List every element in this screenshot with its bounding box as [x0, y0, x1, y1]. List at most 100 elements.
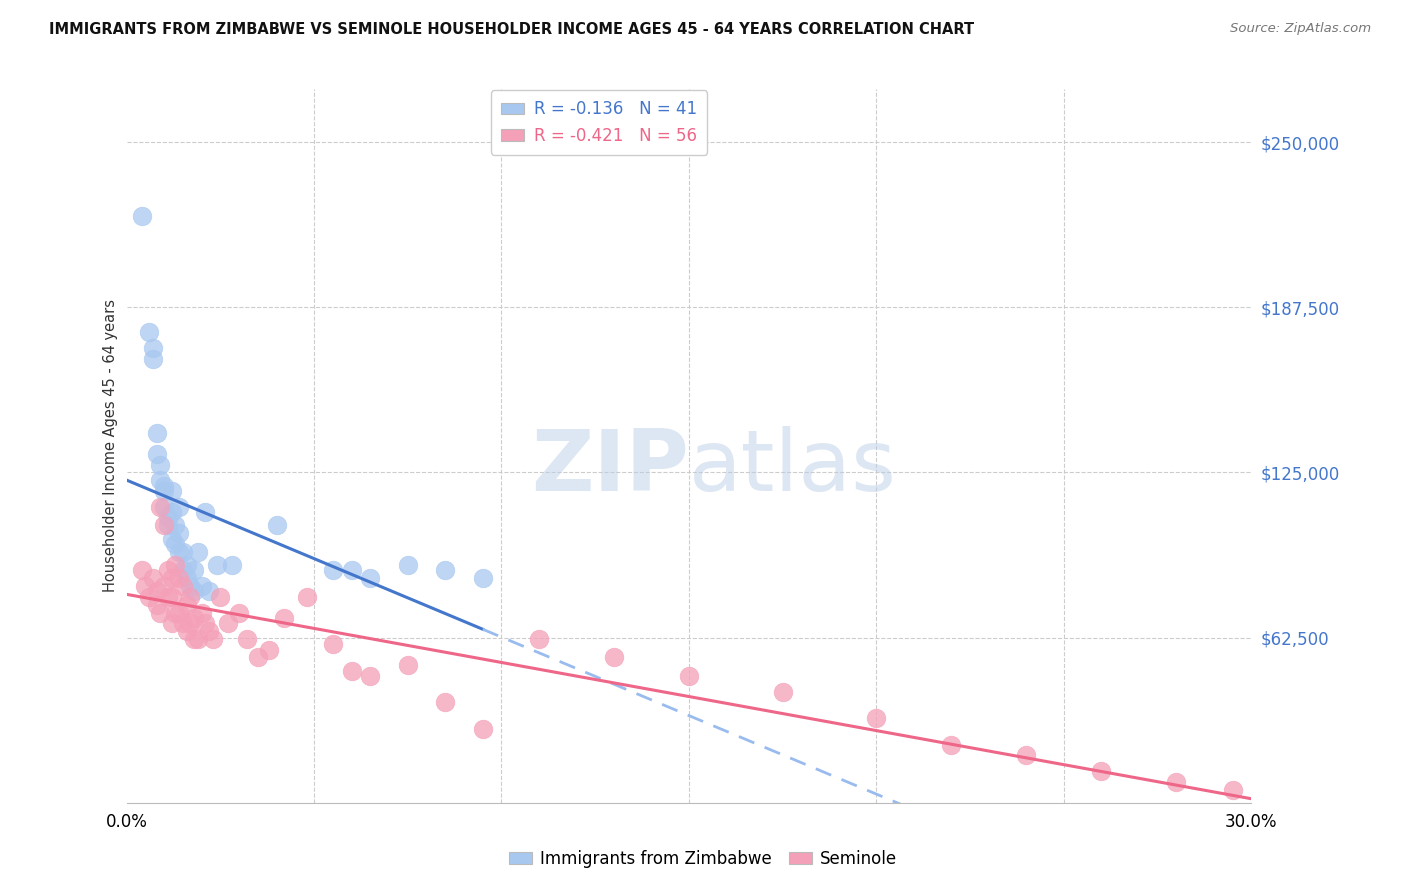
Point: [187, 632, 209, 646]
Point: [340, 664, 363, 678]
Point: [172, 563, 194, 577]
Point: [179, 590, 201, 604]
Point: [165, 606, 187, 620]
Point: [176, 598, 198, 612]
Point: [149, 606, 172, 620]
Point: [153, 478, 176, 492]
Legend: Immigrants from Zimbabwe, Seminole: Immigrants from Zimbabwe, Seminole: [502, 844, 904, 875]
Point: [209, 590, 232, 604]
Point: [217, 616, 239, 631]
Point: [167, 545, 190, 559]
Point: [142, 571, 165, 585]
Point: [156, 518, 179, 533]
Point: [434, 563, 457, 577]
Point: [176, 624, 198, 638]
Point: [198, 624, 221, 638]
Point: [149, 458, 172, 472]
Point: [160, 505, 183, 519]
Point: [165, 518, 187, 533]
Point: [138, 326, 160, 340]
Point: [257, 642, 280, 657]
Point: [131, 563, 153, 577]
Point: [201, 632, 224, 646]
Point: [167, 500, 190, 514]
Point: [183, 563, 205, 577]
Point: [527, 632, 550, 646]
Point: [359, 571, 381, 585]
Point: [172, 616, 194, 631]
Point: [1015, 748, 1038, 763]
Point: [167, 606, 190, 620]
Point: [179, 579, 201, 593]
Point: [160, 616, 183, 631]
Point: [941, 738, 963, 752]
Point: [167, 571, 190, 585]
Point: [266, 518, 288, 533]
Point: [190, 579, 212, 593]
Point: [235, 632, 257, 646]
Point: [145, 584, 167, 599]
Point: [359, 669, 381, 683]
Point: [149, 500, 172, 514]
Point: [134, 579, 156, 593]
Point: [176, 558, 198, 572]
Point: [153, 483, 176, 498]
Point: [167, 526, 190, 541]
Point: [1222, 782, 1244, 797]
Point: [471, 571, 494, 585]
Point: [156, 510, 179, 524]
Point: [145, 447, 167, 461]
Point: [165, 558, 187, 572]
Point: [142, 341, 165, 355]
Point: [160, 483, 183, 498]
Legend: R = -0.136   N = 41, R = -0.421   N = 56: R = -0.136 N = 41, R = -0.421 N = 56: [491, 90, 707, 154]
Point: [194, 616, 217, 631]
Point: [176, 571, 198, 585]
Point: [434, 695, 457, 709]
Point: [160, 590, 183, 604]
Point: [340, 563, 363, 577]
Text: atlas: atlas: [689, 425, 897, 509]
Point: [138, 590, 160, 604]
Point: [772, 685, 794, 699]
Point: [153, 579, 176, 593]
Point: [145, 425, 167, 440]
Point: [149, 474, 172, 488]
Point: [396, 558, 419, 572]
Point: [295, 590, 318, 604]
Point: [198, 584, 221, 599]
Point: [221, 558, 243, 572]
Point: [396, 658, 419, 673]
Point: [205, 558, 228, 572]
Point: [1166, 774, 1188, 789]
Point: [1090, 764, 1112, 778]
Point: [153, 518, 176, 533]
Text: Source: ZipAtlas.com: Source: ZipAtlas.com: [1230, 22, 1371, 36]
Point: [160, 571, 183, 585]
Point: [322, 563, 344, 577]
Y-axis label: Householder Income Ages 45 - 64 years: Householder Income Ages 45 - 64 years: [103, 300, 118, 592]
Point: [156, 590, 179, 604]
Point: [603, 650, 626, 665]
Point: [160, 532, 183, 546]
Point: [142, 351, 165, 366]
Point: [172, 545, 194, 559]
Point: [187, 545, 209, 559]
Point: [190, 606, 212, 620]
Text: IMMIGRANTS FROM ZIMBABWE VS SEMINOLE HOUSEHOLDER INCOME AGES 45 - 64 YEARS CORRE: IMMIGRANTS FROM ZIMBABWE VS SEMINOLE HOU…: [49, 22, 974, 37]
Text: ZIP: ZIP: [531, 425, 689, 509]
Point: [865, 711, 887, 725]
Point: [246, 650, 269, 665]
Point: [165, 537, 187, 551]
Point: [678, 669, 700, 683]
Point: [179, 616, 201, 631]
Point: [153, 500, 176, 514]
Point: [183, 611, 205, 625]
Point: [228, 606, 250, 620]
Point: [194, 505, 217, 519]
Point: [322, 637, 344, 651]
Point: [145, 598, 167, 612]
Point: [131, 209, 153, 223]
Point: [156, 563, 179, 577]
Point: [273, 611, 295, 625]
